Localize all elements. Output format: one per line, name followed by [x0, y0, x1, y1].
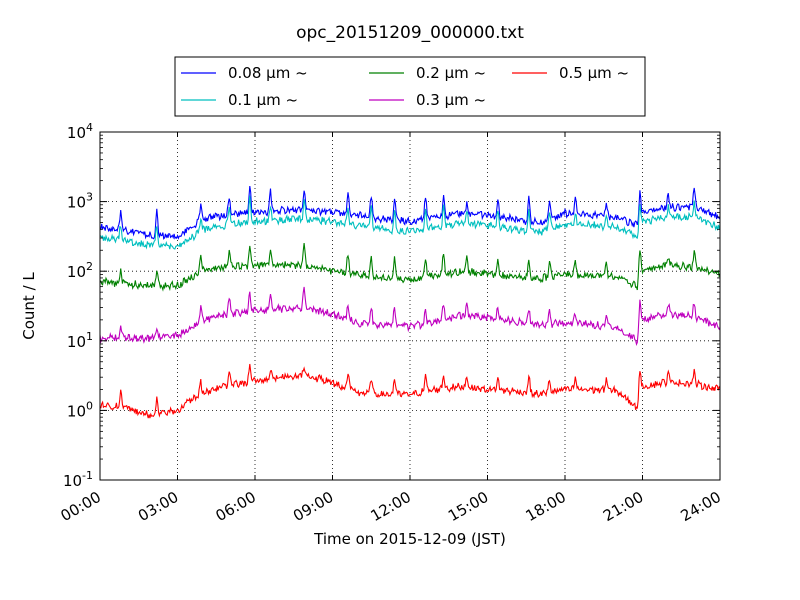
y-tick-label: 100	[67, 399, 93, 420]
x-tick-label: 18:00	[523, 488, 569, 525]
series-lines	[100, 186, 720, 419]
x-axis-label: Time on 2015-12-09 (JST)	[313, 530, 506, 548]
series-line-2	[100, 242, 720, 292]
legend-entry-4: 0.5 μm ~	[559, 64, 629, 82]
grid	[100, 132, 720, 480]
series-line-0	[100, 186, 720, 240]
series-line-1	[100, 195, 720, 250]
y-tick-label: 104	[67, 121, 93, 142]
series-line-4	[100, 363, 720, 419]
x-tick-label: 00:00	[58, 488, 104, 525]
legend-entry-3: 0.3 μm ~	[416, 91, 486, 109]
legend-entry-2: 0.2 μm ~	[416, 64, 486, 82]
chart-title: opc_20151209_000000.txt	[296, 23, 524, 43]
y-tick-label: 10-1	[63, 469, 93, 490]
legend-box	[174, 56, 646, 117]
x-tick-label: 24:00	[678, 488, 724, 525]
axis-ticks: 00:00 03:00 06:00 09:00 12:00 15:00 18:00 21:00…	[58, 121, 724, 525]
x-tick-label: 21:00	[600, 488, 646, 525]
y-tick-label: 102	[67, 260, 93, 281]
y-axis-label: Count / L	[20, 272, 38, 340]
y-tick-label: 103	[67, 191, 93, 212]
y-tick-label: 101	[67, 330, 93, 351]
x-tick-label: 09:00	[290, 488, 336, 525]
x-tick-label: 03:00	[135, 488, 181, 525]
x-tick-label: 06:00	[213, 488, 259, 525]
legend-entry-1: 0.1 μm ~	[228, 91, 298, 109]
series-line-3	[100, 286, 720, 347]
x-tick-label: 12:00	[368, 488, 414, 525]
legend-entry-0: 0.08 μm ~	[228, 64, 308, 82]
legend: 0.08 μm ~ 0.1 μm ~ 0.2 μm ~ 0.3 μm ~ 0.5 μm …	[174, 56, 646, 117]
x-tick-label: 15:00	[445, 488, 491, 525]
